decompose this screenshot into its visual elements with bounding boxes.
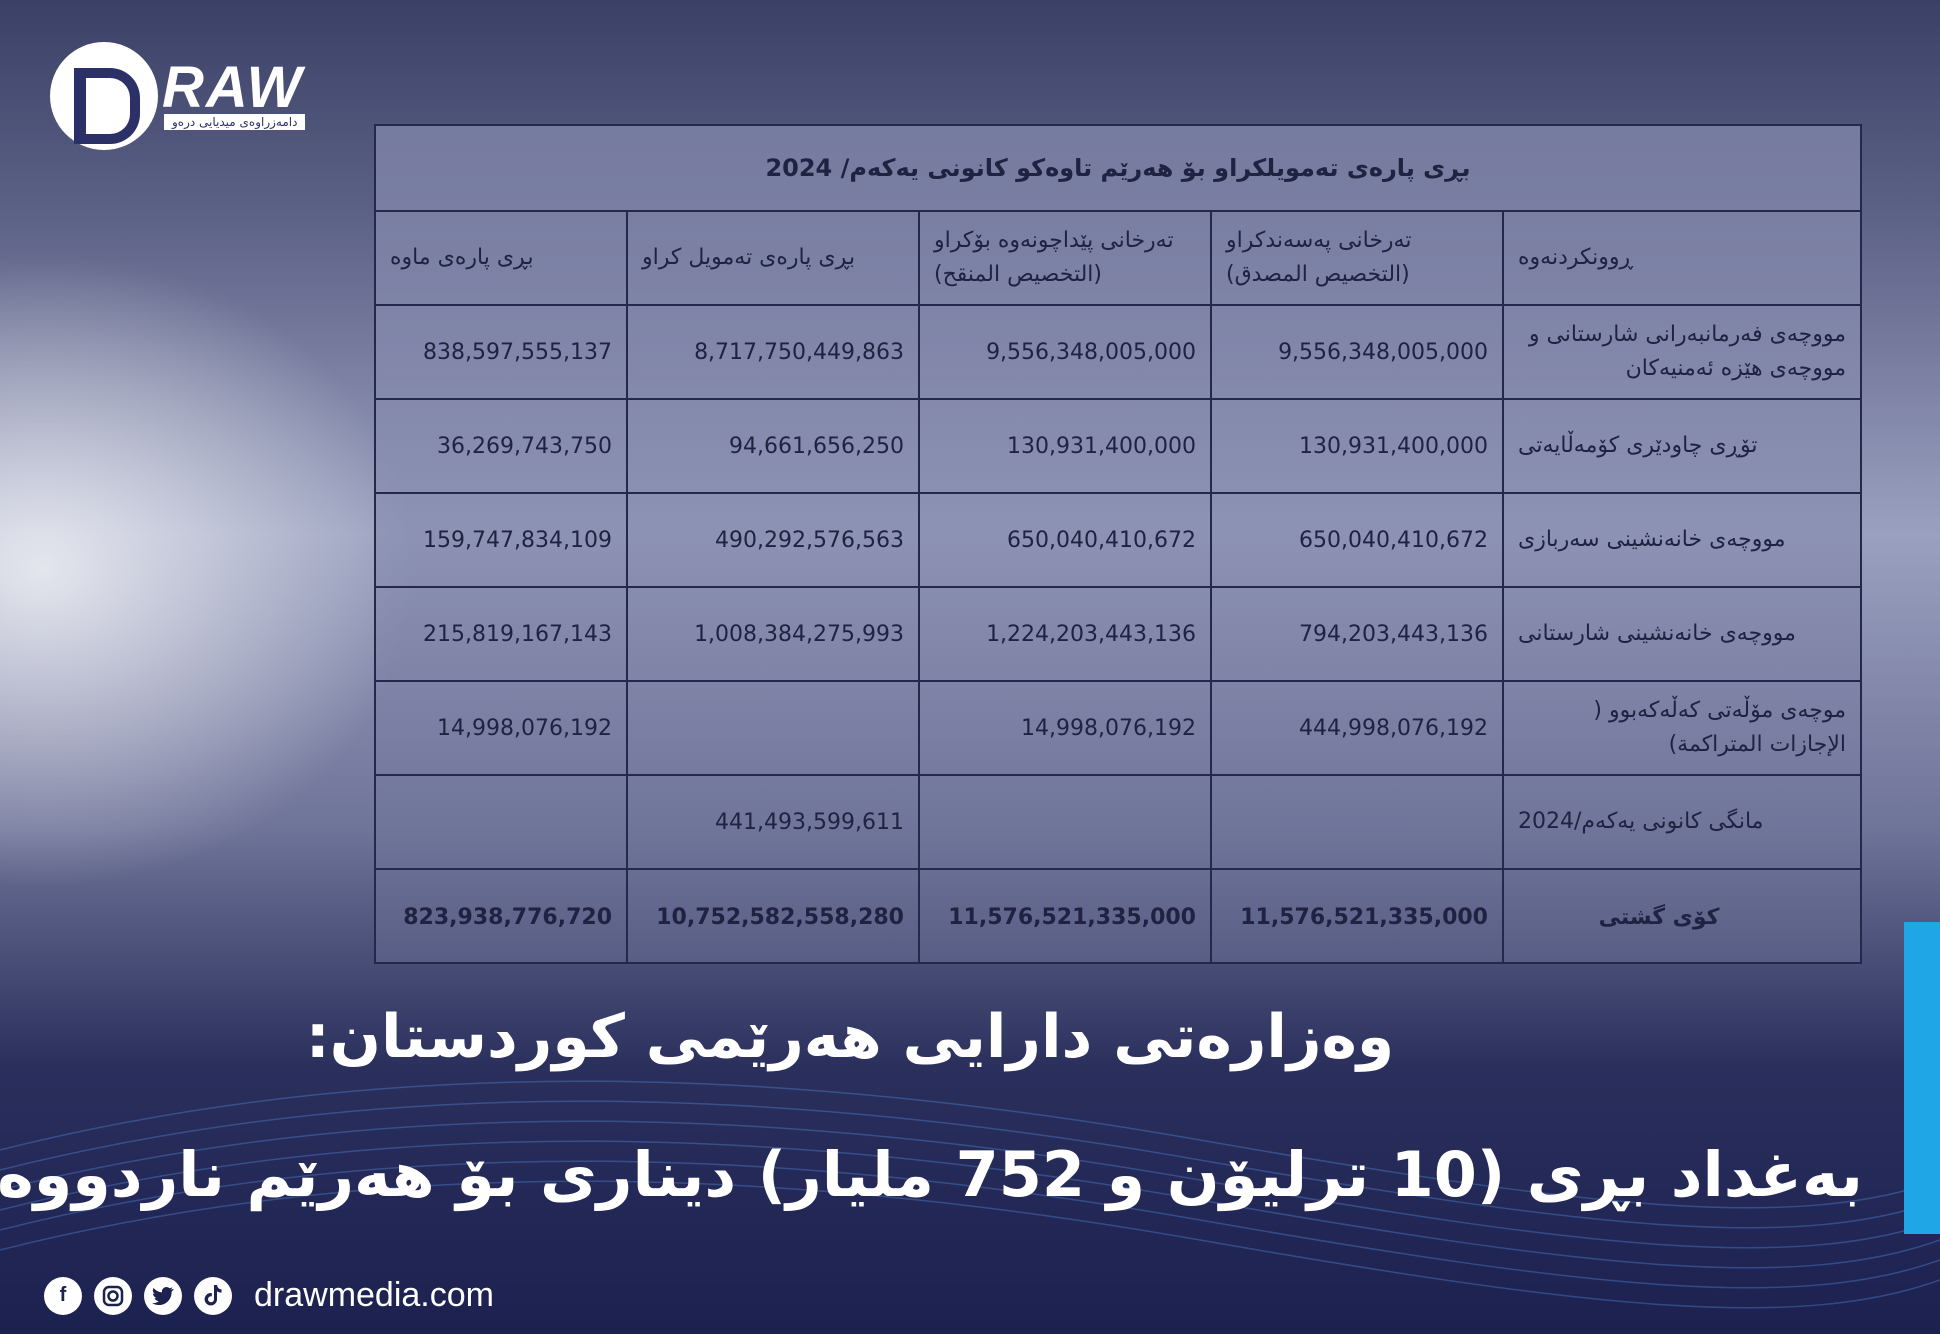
row-desc-text: مووچەی فەرمانبەرانی شارستانی و مووچەی هێ… [1528,322,1846,381]
header-funded-label: بڕی پارەی تەمویل کراو [642,245,856,270]
row-desc-text: مووچەی خانەنشینی شارستانی [1518,621,1796,646]
row-desc: مووچەی فەرمانبەرانی شارستانی و مووچەی هێ… [1502,306,1860,398]
header-desc-label: ڕوونکردنەوە [1518,245,1633,270]
row-funded [626,682,918,774]
row-approved: 444,998,076,192 [1210,682,1502,774]
logo-subtitle: دامەزراوەی میدیایی درەو [164,114,306,130]
row-remaining: 215,819,167,143 [423,621,612,647]
header-granted: تەرخانی پێداچونەوە بۆکراو (التخصيص المنق… [918,212,1210,304]
header-remaining: بڕی پارەی ماوە [376,212,626,304]
header-approved-line1: تەرخانی پەسەندکراو [1226,228,1412,253]
row-remaining [376,776,626,868]
table-row: مووچەی خانەنشینی شارستانی 794,203,443,13… [376,588,1860,682]
headline-line1: وەزارەتی دارایی هەرێمی کوردستان: [305,1002,1395,1072]
row-desc-text: تۆڕی چاودێری کۆمەڵایەتی [1518,433,1758,458]
draw-logo: RAW دامەزراوەی میدیایی درەو [50,42,350,152]
row-desc-text: مووچەی خانەنشینی سەربازی [1518,527,1786,552]
website-link[interactable]: drawmedia.com [254,1276,494,1314]
row-granted: 650,040,410,672 [918,494,1210,586]
row-funded: 1,008,384,275,993 [626,588,918,680]
table-row: تۆڕی چاودێری کۆمەڵایەتی 130,931,400,000 … [376,400,1860,494]
row-granted: 130,931,400,000 [918,400,1210,492]
header-desc: ڕوونکردنەوە [1502,212,1860,304]
table-row: مووچەی فەرمانبەرانی شارستانی و مووچەی هێ… [376,306,1860,400]
table-header-row: ڕوونکردنەوە تەرخانی پەسەندکراو (التخصيص … [376,212,1860,306]
total-granted: 11,576,521,335,000 [918,870,1210,964]
row-desc-text: موچەی مۆڵەتی کەڵەکەبوو ( الإجازات المترا… [1593,698,1846,757]
row-approved: 794,203,443,136 [1210,588,1502,680]
row-remaining: 838,597,555,137 [423,339,612,365]
header-granted-line1: تەرخانی پێداچونەوە بۆکراو [934,228,1174,253]
row-granted: 14,998,076,192 [918,682,1210,774]
twitter-icon[interactable] [144,1276,182,1315]
row-remaining: 159,747,834,109 [423,527,612,553]
row-funded: 490,292,576,563 [626,494,918,586]
accent-bar [1904,922,1940,1234]
total-approved: 11,576,521,335,000 [1210,870,1502,964]
row-desc: موچەی مۆڵەتی کەڵەکەبوو ( الإجازات المترا… [1502,682,1860,774]
row-approved: 9,556,348,005,000 [1210,306,1502,398]
total-desc: کۆی گشتی [1502,870,1860,964]
row-desc: تۆڕی چاودێری کۆمەڵایەتی [1502,400,1860,492]
logo-d-icon [74,68,140,144]
total-funded: 10,752,582,558,280 [626,870,918,964]
header-funded: بڕی پارەی تەمویل کراو [626,212,918,304]
row-funded: 8,717,750,449,863 [626,306,918,398]
row-remaining: 36,269,743,750 [437,433,612,459]
row-granted [918,776,1210,868]
row-desc: مانگی کانونی یەکەم/2024 [1502,776,1860,868]
row-funded: 94,661,656,250 [626,400,918,492]
footer: f drawmedia.com [44,1276,494,1315]
total-remaining: 823,938,776,720 [403,904,612,930]
funding-table: بڕی پارەی تەمویلکراو بۆ هەرێم تاوەکو کان… [374,124,1862,964]
background-waves [0,1080,1940,1309]
row-remaining: 14,998,076,192 [437,715,612,741]
row-desc: مووچەی خانەنشینی شارستانی [1502,588,1860,680]
row-approved: 650,040,410,672 [1210,494,1502,586]
logo-word: RAW [162,55,304,120]
header-approved-line2: (التخصيص المصدق) [1226,262,1410,287]
background-glow [0,250,420,890]
row-desc-text: مانگی کانونی یەکەم/2024 [1518,809,1764,834]
row-funded: 441,493,599,611 [626,776,918,868]
header-remaining-label: بڕی پارەی ماوە [390,245,534,270]
facebook-icon[interactable]: f [44,1276,82,1315]
header-approved: تەرخانی پەسەندکراو (التخصيص المصدق) [1210,212,1502,304]
row-approved: 130,931,400,000 [1210,400,1502,492]
table-total-row: کۆی گشتی 11,576,521,335,000 11,576,521,3… [376,870,1860,964]
row-granted: 9,556,348,005,000 [918,306,1210,398]
table-row: مانگی کانونی یەکەم/2024 441,493,599,611 [376,776,1860,870]
table-row: مووچەی خانەنشینی سەربازی 650,040,410,672… [376,494,1860,588]
row-approved [1210,776,1502,868]
table-row: موچەی مۆڵەتی کەڵەکەبوو ( الإجازات المترا… [376,682,1860,776]
instagram-icon[interactable] [94,1276,132,1315]
tiktok-icon[interactable] [194,1276,232,1315]
row-desc: مووچەی خانەنشینی سەربازی [1502,494,1860,586]
header-granted-line2: (التخصيص المنقح) [934,262,1102,287]
row-granted: 1,224,203,443,136 [918,588,1210,680]
headline-line2: بەغداد بڕی (10 ترلیۆن و 752 ملیار) دینار… [0,1138,1863,1211]
table-title: بڕی پارەی تەمویلکراو بۆ هەرێم تاوەکو کان… [376,126,1860,212]
logo-circle [50,42,158,150]
